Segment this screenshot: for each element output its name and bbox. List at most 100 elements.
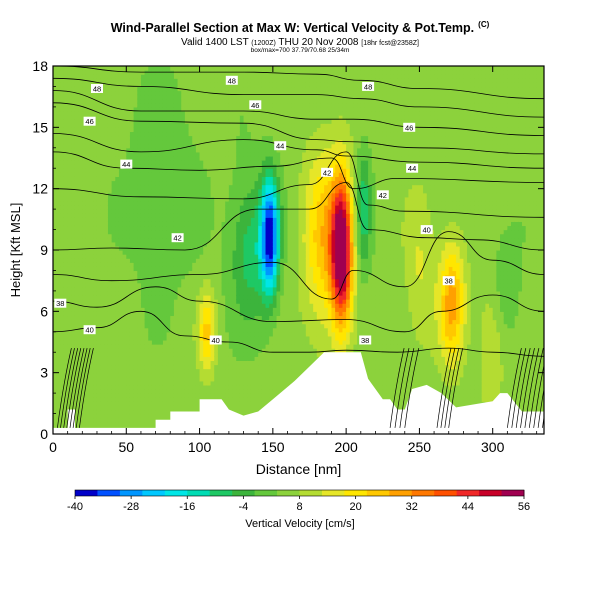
w-cell <box>166 315 171 321</box>
w-cell <box>206 278 212 284</box>
w-cell <box>111 229 116 235</box>
w-cell <box>85 168 91 173</box>
w-cell <box>214 217 219 222</box>
w-cell <box>118 413 124 419</box>
w-cell <box>89 356 94 361</box>
w-cell <box>232 405 237 411</box>
w-cell <box>159 405 164 411</box>
w-cell <box>115 151 120 157</box>
w-cell <box>181 245 186 251</box>
w-cell <box>63 188 69 194</box>
w-cell <box>159 98 164 104</box>
w-cell <box>225 151 230 157</box>
w-cell <box>214 286 219 292</box>
w-cell <box>210 356 215 361</box>
w-cell <box>221 127 226 133</box>
w-cell <box>151 155 157 161</box>
w-cell <box>140 78 146 83</box>
w-cell <box>122 90 127 96</box>
w-cell <box>232 229 237 235</box>
w-cell <box>210 176 215 182</box>
w-cell <box>140 303 146 308</box>
w-cell <box>210 307 215 312</box>
w-cell <box>137 339 142 345</box>
w-cell <box>203 217 208 222</box>
w-cell <box>107 262 113 267</box>
w-cell <box>173 241 179 247</box>
w-cell <box>93 368 98 374</box>
w-cell <box>250 356 256 361</box>
w-cell <box>104 205 109 210</box>
w-cell <box>236 102 241 108</box>
w-cell <box>96 180 102 186</box>
w-cell <box>100 160 105 165</box>
w-cell <box>214 209 219 214</box>
w-cell <box>133 368 138 374</box>
w-cell <box>236 327 241 333</box>
w-cell <box>78 192 83 198</box>
w-cell <box>129 250 135 255</box>
w-cell <box>133 327 138 333</box>
w-cell <box>195 303 201 308</box>
w-cell <box>250 119 256 124</box>
w-cell <box>214 319 219 325</box>
w-cell <box>67 110 72 116</box>
w-cell <box>111 319 116 325</box>
w-cell <box>89 225 94 231</box>
w-cell <box>162 384 168 390</box>
w-cell <box>221 237 226 243</box>
w-cell <box>155 368 160 374</box>
w-cell <box>225 250 230 255</box>
w-cell <box>203 192 208 198</box>
w-cell <box>107 294 113 300</box>
w-cell <box>181 384 186 390</box>
w-cell <box>199 331 204 337</box>
w-cell <box>78 339 83 345</box>
w-cell <box>214 115 219 120</box>
w-cell <box>151 78 157 83</box>
w-cell <box>129 172 135 177</box>
w-cell <box>247 139 252 145</box>
w-cell <box>148 221 153 227</box>
w-cell <box>82 110 87 116</box>
w-cell <box>243 364 248 370</box>
w-cell <box>115 417 120 423</box>
w-cell <box>199 119 204 124</box>
w-cell <box>232 360 237 366</box>
w-cell <box>74 368 80 374</box>
w-cell <box>74 389 80 394</box>
w-cell <box>53 360 58 366</box>
w-cell <box>181 172 186 177</box>
w-cell <box>89 282 94 288</box>
w-cell <box>151 180 157 186</box>
w-cell <box>67 155 72 161</box>
w-cell <box>195 94 201 100</box>
w-cell <box>93 290 98 296</box>
w-cell <box>122 327 127 333</box>
w-cell <box>181 397 186 402</box>
w-cell <box>159 135 164 141</box>
w-cell <box>71 331 76 337</box>
w-cell <box>177 131 182 137</box>
w-cell <box>126 327 131 333</box>
w-cell <box>199 66 204 71</box>
w-cell <box>93 397 98 402</box>
w-cell <box>173 294 179 300</box>
w-cell <box>118 115 124 120</box>
w-cell <box>115 397 120 402</box>
w-cell <box>82 192 87 198</box>
w-cell <box>104 409 109 415</box>
w-cell <box>195 221 201 227</box>
w-cell <box>159 254 164 259</box>
w-cell <box>151 262 157 267</box>
w-cell <box>177 217 182 222</box>
w-cell <box>85 311 91 317</box>
w-cell <box>148 74 153 79</box>
w-cell <box>214 372 219 378</box>
w-cell <box>74 110 80 116</box>
w-cell <box>184 115 190 120</box>
w-cell <box>206 188 212 194</box>
w-cell <box>210 270 215 276</box>
w-cell <box>89 372 94 378</box>
w-cell <box>162 368 168 374</box>
